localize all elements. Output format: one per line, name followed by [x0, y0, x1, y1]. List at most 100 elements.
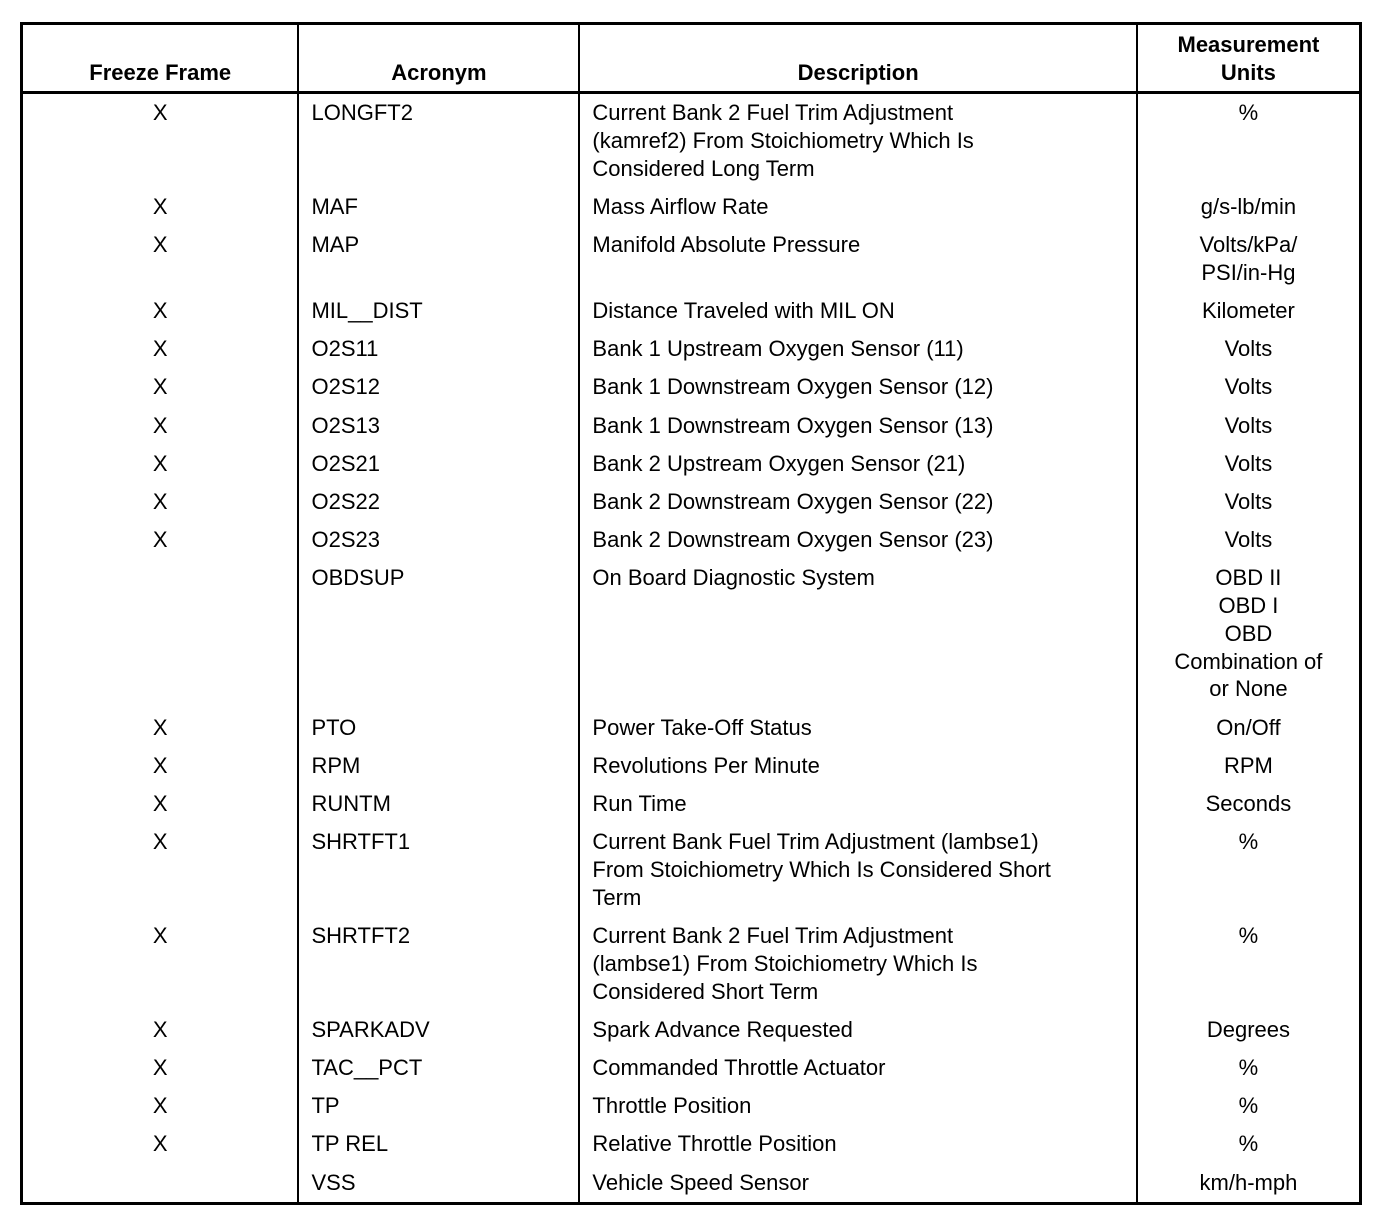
- table-cell: X: [20, 92, 300, 188]
- table-cell: RPM: [297, 746, 581, 786]
- table-cell: Volts: [1135, 368, 1362, 407]
- table-cell: RPM: [1135, 746, 1362, 786]
- table-cell: X: [20, 406, 300, 445]
- table-cell: Bank 1 Downstream Oxygen Sensor (12): [578, 368, 1138, 407]
- table-row: X O2S13 Bank 1 Downstream Oxygen Sensor (1…: [20, 406, 1362, 445]
- table-cell: O2S21: [297, 444, 581, 483]
- table-cell: Manifold Absolute Pressure: [578, 225, 1138, 292]
- table-cell: Vehicle Speed Sensor: [578, 1163, 1138, 1204]
- cell-line: OBD: [1224, 620, 1273, 646]
- table-cell: Degrees: [1135, 1010, 1362, 1049]
- table-cell: MIL__DIST: [297, 291, 581, 331]
- cell-line: Considered Short Term: [592, 978, 819, 1004]
- cell-line: Term: [592, 884, 642, 910]
- table-cell: X: [20, 916, 300, 1011]
- table-cell: %: [1135, 916, 1362, 1011]
- table-row: X SHRTFT1 Current Bank Fuel Trim Adjustmen…: [20, 823, 1362, 917]
- table-cell: X: [20, 521, 300, 560]
- table-cell: Commanded Throttle Actuator: [578, 1048, 1138, 1088]
- table-cell: SPARKADV: [297, 1010, 581, 1049]
- cell-line: (kamref2) From Stoichiometry Which Is: [592, 127, 974, 153]
- cell-line: or None: [1209, 676, 1288, 702]
- table-cell: O2S22: [297, 482, 581, 522]
- table-row: X O2S12 Bank 1 Downstream Oxygen Sensor (1…: [20, 368, 1362, 407]
- table-cell: TP REL: [297, 1125, 581, 1164]
- table-row: X O2S21 Bank 2 Upstream Oxygen Sensor (21)…: [20, 444, 1362, 483]
- table-cell: [20, 1163, 300, 1204]
- table-cell: VSS: [297, 1163, 581, 1204]
- table-cell: Revolutions Per Minute: [578, 746, 1138, 786]
- table-cell: O2S23: [297, 521, 581, 560]
- table-cell: Current Bank 2 Fuel Trim Adjustment (lamb…: [578, 916, 1138, 1011]
- cell-line: OBD II: [1215, 565, 1282, 591]
- table-cell: X: [20, 1048, 300, 1088]
- table-cell: Bank 1 Downstream Oxygen Sensor (13): [578, 406, 1138, 445]
- table-cell: Kilometer: [1135, 291, 1362, 331]
- table-cell: O2S11: [297, 330, 581, 369]
- cell-line: Volts/kPa/: [1199, 231, 1298, 257]
- table-cell: [20, 559, 300, 709]
- table-cell: Bank 2 Downstream Oxygen Sensor (22): [578, 482, 1138, 522]
- table-row: X TP Throttle Position%: [20, 1087, 1362, 1126]
- table-cell: X: [20, 444, 300, 483]
- table-cell: O2S12: [297, 368, 581, 407]
- table-row: X TP REL Relative Throttle Position%: [20, 1125, 1362, 1164]
- table-cell: Volts/kPa/PSI/in-Hg: [1135, 225, 1362, 292]
- table-cell: On Board Diagnostic System: [578, 559, 1138, 709]
- table-cell: %: [1135, 823, 1362, 917]
- table-cell: %: [1135, 92, 1362, 188]
- table-cell: TP: [297, 1087, 581, 1126]
- table-cell: Volts: [1135, 444, 1362, 483]
- table-cell: X: [20, 187, 300, 226]
- table-cell: SHRTFT1: [297, 823, 581, 917]
- cell-line: PSI/in-Hg: [1201, 259, 1296, 285]
- table-cell: SHRTFT2: [297, 916, 581, 1011]
- header-row: Freeze Frame Acronym Description Measuremen…: [20, 23, 1362, 94]
- cell-line: Considered Long Term: [592, 155, 815, 181]
- table-cell: X: [20, 823, 300, 917]
- table-row: X SPARKADV Spark Advance Requested Degrees: [20, 1010, 1362, 1049]
- table-row: X MIL__DIST Distance Traveled with MIL ON K…: [20, 291, 1362, 331]
- table-row: X MAF Mass Airflow Rate g/s-lb/min: [20, 187, 1362, 226]
- table-row: X LONGFT2 Current Bank 2 Fuel Trim Adjustm…: [20, 92, 1362, 188]
- table-row: X O2S23 Bank 2 Downstream Oxygen Sensor (2…: [20, 521, 1362, 560]
- table-cell: X: [20, 708, 300, 747]
- cell-line: (lambse1) From Stoichiometry Which Is: [592, 950, 978, 976]
- table-row: VSS Vehicle Speed Sensor km/h-mph: [20, 1163, 1362, 1204]
- table-cell: X: [20, 746, 300, 786]
- table-cell: Power Take-Off Status: [578, 708, 1138, 747]
- cell-line: Current Bank 2 Fuel Trim Adjustment: [592, 922, 954, 948]
- table-cell: TAC__PCT: [297, 1048, 581, 1088]
- cell-line: Current Bank Fuel Trim Adjustment (lambs…: [592, 829, 1039, 855]
- table-row: X RPM Revolutions Per Minute RPM: [20, 746, 1362, 786]
- table-cell: km/h-mph: [1135, 1163, 1362, 1204]
- table-cell: Current Bank Fuel Trim Adjustment (lambs…: [578, 823, 1138, 917]
- table-cell: X: [20, 291, 300, 331]
- table-cell: MAP: [297, 225, 581, 292]
- table-cell: X: [20, 225, 300, 292]
- table-row: X RUNTM Run Time Seconds: [20, 785, 1362, 824]
- table-cell: Relative Throttle Position: [578, 1125, 1138, 1164]
- table-row: X O2S22 Bank 2 Downstream Oxygen Sensor (2…: [20, 482, 1362, 522]
- table-cell: X: [20, 1010, 300, 1049]
- column-header: Description: [578, 23, 1138, 94]
- table-cell: %: [1135, 1087, 1362, 1126]
- table-cell: Current Bank 2 Fuel Trim Adjustment (kamr…: [578, 92, 1138, 188]
- cell-line: From Stoichiometry Which Is Considered S…: [592, 857, 1051, 882]
- table-cell: Throttle Position: [578, 1087, 1138, 1126]
- table-cell: Volts: [1135, 482, 1362, 522]
- table-cell: X: [20, 1087, 300, 1126]
- cell-line: Measurement: [1177, 32, 1320, 58]
- cell-line: OBD I: [1218, 593, 1279, 619]
- table-row: X PTO Power Take-Off Status On/Off: [20, 708, 1362, 747]
- table-cell: Bank 2 Downstream Oxygen Sensor (23): [578, 521, 1138, 560]
- column-header: Measurement Units: [1135, 23, 1362, 94]
- table-cell: Bank 1 Upstream Oxygen Sensor (11): [578, 330, 1138, 369]
- table-body: X LONGFT2 Current Bank 2 Fuel Trim Adjustm…: [20, 92, 1362, 1204]
- table-cell: Bank 2 Upstream Oxygen Sensor (21): [578, 444, 1138, 483]
- table-cell: Run Time: [578, 785, 1138, 824]
- table-cell: Volts: [1135, 406, 1362, 445]
- table-cell: On/Off: [1135, 708, 1362, 747]
- table-cell: PTO: [297, 708, 581, 747]
